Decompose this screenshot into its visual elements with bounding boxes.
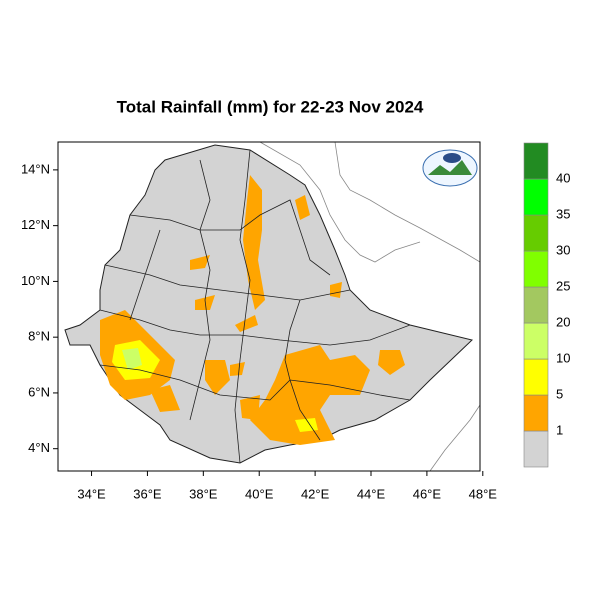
colorbar-box [523,430,549,468]
logo [422,149,478,187]
rain-patch-higher [122,348,142,370]
colorbar-box [523,358,549,396]
y-tick-label: 6°N [28,384,50,399]
rain-patch [190,255,210,270]
colorbar-label: 25 [556,278,570,293]
y-tick-label: 10°N [21,273,50,288]
rain-patch [250,345,370,445]
x-tick-label: 36°E [133,486,162,501]
x-tick-label: 38°E [189,486,218,501]
x-tick-label: 48°E [469,486,498,501]
colorbar-box [523,394,549,432]
rain-patch [230,362,245,376]
rain-patch [205,360,230,395]
colorbar-label: 20 [556,314,570,329]
x-tick-label: 46°E [413,486,442,501]
country-shape [64,144,474,464]
x-tick-label: 34°E [77,486,106,501]
rain-patch [240,395,260,420]
neighbour-border [259,141,421,263]
rain-patch [378,350,405,375]
colorbar-label: 10 [556,350,570,365]
colorbar-label: 40 [556,170,570,185]
rain-patch [330,282,342,298]
rain-patch [150,385,180,412]
x-tick-label: 40°E [245,486,274,501]
y-tick-label: 4°N [28,440,50,455]
rain-patches [100,175,405,445]
map-area [64,141,481,472]
colorbar-box [523,142,549,180]
neighbour-border [429,404,481,472]
colorbar-box [523,250,549,288]
rain-patch [295,195,310,220]
internal-borders [99,149,411,464]
colorbar-box [523,286,549,324]
colorbar-label: 5 [556,386,563,401]
rain-patch [243,175,265,310]
map-title: Total Rainfall (mm) for 22-23 Nov 2024 [117,97,424,116]
y-tick-label: 8°N [28,329,50,344]
colorbar-box [523,322,549,360]
x-tick-label: 44°E [357,486,386,501]
colorbar-label: 1 [556,422,563,437]
colorbar-box [523,178,549,216]
colorbar-label: 30 [556,242,570,257]
neighbour-border [334,141,481,263]
map-frame [57,141,481,472]
y-tick-label: 12°N [21,217,50,232]
rain-patch [235,315,258,332]
colorbar-label: 35 [556,206,570,221]
colorbar-box [523,214,549,252]
y-tick-label: 14°N [21,161,50,176]
x-tick-label: 42°E [301,486,330,501]
